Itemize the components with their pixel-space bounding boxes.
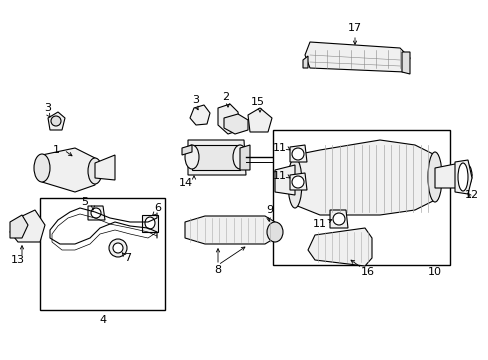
Polygon shape — [303, 56, 307, 68]
Text: 15: 15 — [250, 97, 264, 107]
Ellipse shape — [34, 154, 50, 182]
Ellipse shape — [109, 239, 127, 257]
Polygon shape — [42, 148, 95, 192]
Polygon shape — [274, 165, 294, 195]
Polygon shape — [329, 210, 347, 228]
Ellipse shape — [51, 116, 61, 126]
Text: 3: 3 — [192, 95, 199, 105]
Ellipse shape — [457, 163, 467, 191]
Polygon shape — [454, 160, 471, 194]
Polygon shape — [218, 104, 240, 134]
Polygon shape — [401, 52, 409, 74]
Ellipse shape — [145, 217, 155, 229]
Ellipse shape — [291, 148, 304, 160]
Bar — [40, 198, 164, 310]
Polygon shape — [289, 140, 434, 215]
Text: 17: 17 — [347, 23, 361, 33]
Polygon shape — [240, 145, 249, 170]
Ellipse shape — [91, 208, 101, 218]
Text: 8: 8 — [214, 265, 221, 275]
Polygon shape — [182, 145, 192, 155]
Polygon shape — [224, 114, 247, 134]
Text: 10: 10 — [427, 267, 441, 277]
Text: 11: 11 — [312, 219, 326, 229]
Text: 3: 3 — [44, 103, 51, 113]
Ellipse shape — [287, 158, 302, 208]
Polygon shape — [10, 210, 45, 242]
Ellipse shape — [291, 176, 304, 188]
Text: 13: 13 — [11, 255, 25, 265]
Polygon shape — [10, 215, 28, 238]
Text: 1: 1 — [52, 145, 60, 155]
Polygon shape — [192, 145, 240, 170]
Ellipse shape — [184, 145, 199, 169]
Ellipse shape — [266, 222, 283, 242]
Polygon shape — [88, 206, 105, 220]
Ellipse shape — [113, 243, 123, 253]
Polygon shape — [187, 140, 245, 175]
Polygon shape — [48, 112, 65, 130]
Text: 4: 4 — [99, 315, 106, 325]
Text: 11: 11 — [272, 171, 286, 181]
Text: 16: 16 — [360, 267, 374, 277]
Text: 14: 14 — [179, 178, 193, 188]
Polygon shape — [289, 145, 306, 162]
Text: 9: 9 — [266, 205, 273, 215]
Ellipse shape — [427, 152, 441, 202]
Text: 12: 12 — [464, 190, 478, 200]
Ellipse shape — [332, 213, 345, 225]
Polygon shape — [434, 162, 471, 188]
Ellipse shape — [457, 163, 471, 187]
Polygon shape — [307, 228, 371, 266]
Text: 5: 5 — [81, 197, 88, 207]
Polygon shape — [247, 108, 271, 132]
Text: 6: 6 — [154, 203, 161, 213]
Polygon shape — [184, 216, 274, 244]
Bar — [272, 130, 449, 265]
Text: 2: 2 — [222, 92, 229, 102]
Text: 11: 11 — [272, 143, 286, 153]
Text: 7: 7 — [124, 253, 131, 263]
Polygon shape — [95, 155, 115, 180]
Polygon shape — [190, 105, 209, 125]
Ellipse shape — [232, 145, 246, 169]
Polygon shape — [305, 42, 409, 72]
Ellipse shape — [88, 158, 102, 184]
Polygon shape — [142, 215, 158, 232]
Polygon shape — [289, 173, 306, 190]
